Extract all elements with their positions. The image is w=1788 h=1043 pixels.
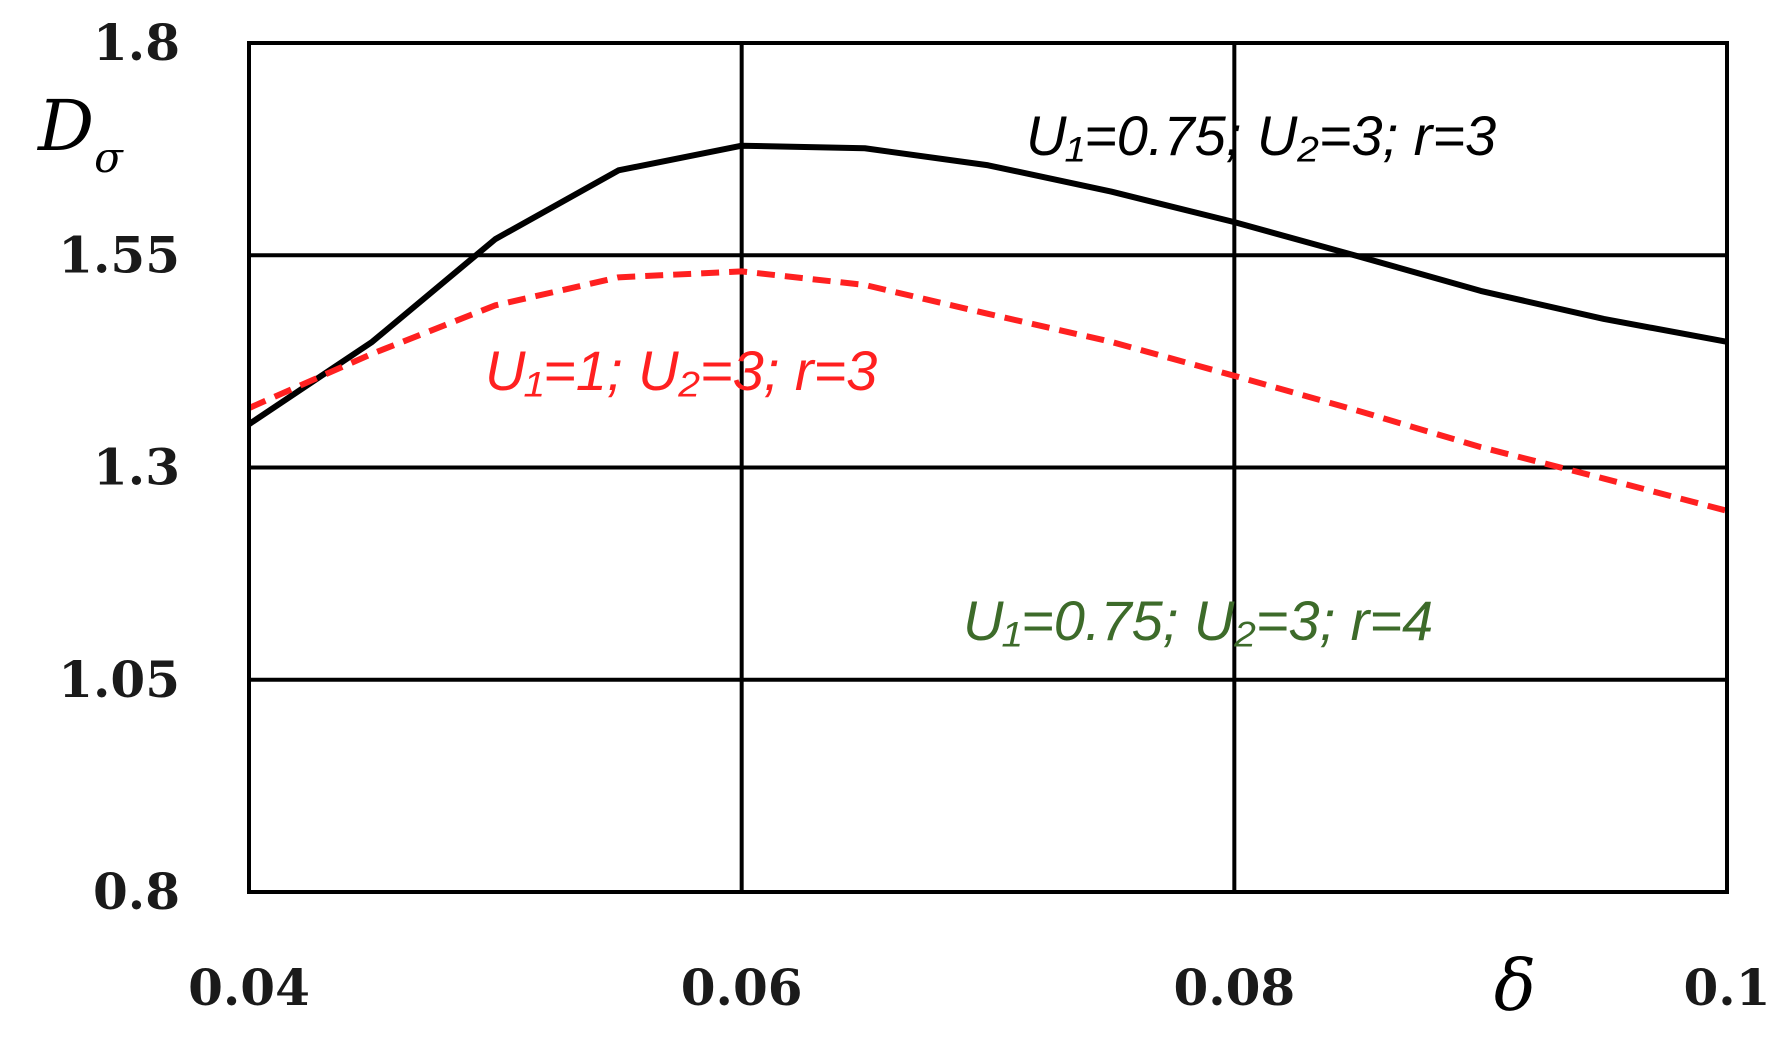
y-axis-label-sub: σ [94, 133, 124, 182]
x-axis-label: δ [1494, 945, 1536, 1027]
y-tick-label: 0.8 [93, 862, 180, 921]
series-label: U₁=0.75; U₂=3; r=3 [1026, 104, 1496, 167]
series-line [247, 268, 1728, 514]
x-tick-label: 0.08 [1173, 958, 1295, 1017]
y-tick-label: 1.8 [93, 13, 180, 72]
y-tick-label: 1.55 [58, 225, 180, 284]
x-tick-label: 0.04 [188, 958, 310, 1017]
x-tick-label: 0.1 [1684, 958, 1771, 1017]
y-axis-label: Dσ [36, 85, 124, 182]
series-label: U₁=1; U₂=3; r=3 [485, 339, 877, 402]
series-label: U₁=0.75; U₂=3; r=4 [963, 589, 1433, 652]
series-line [247, 142, 1728, 427]
y-tick-label: 1.05 [58, 650, 180, 709]
y-axis-label-main: D [36, 85, 94, 167]
y-tick-label: 1.3 [93, 438, 180, 497]
x-tick-label: 0.06 [681, 958, 803, 1017]
plot-frame [247, 41, 1729, 894]
